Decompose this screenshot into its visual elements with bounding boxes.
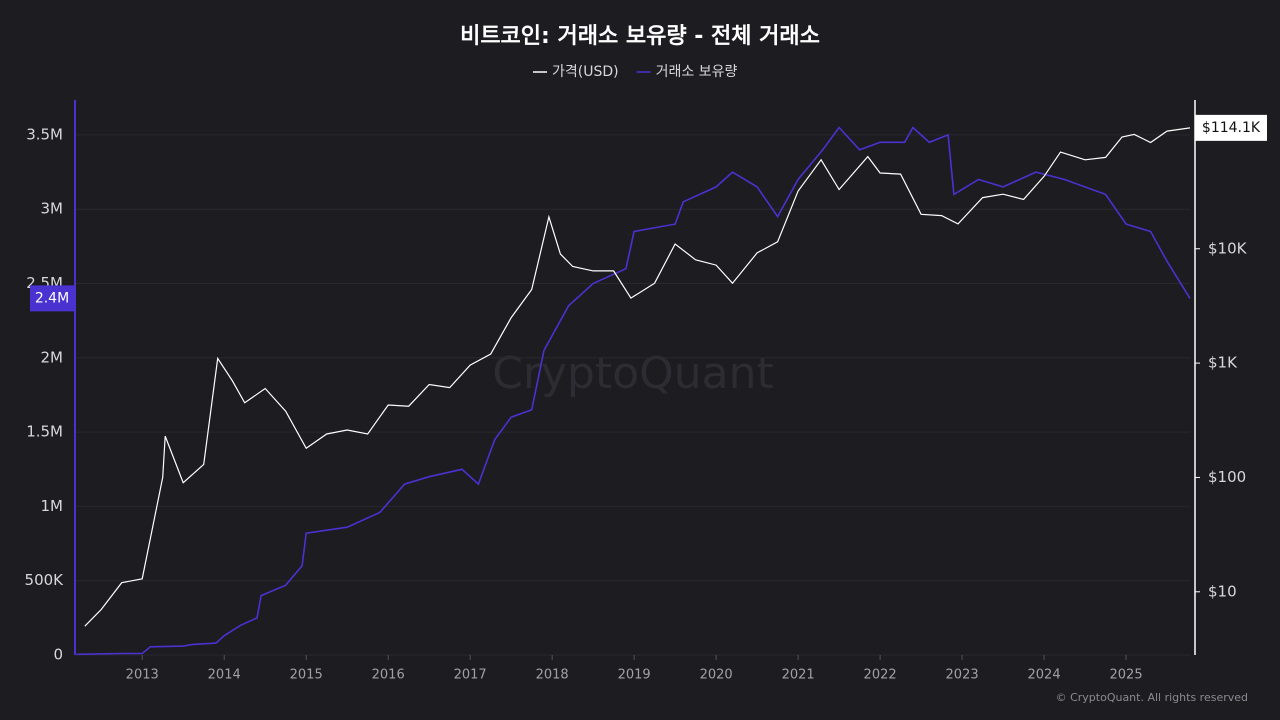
series-line [76,126,1191,656]
legend-label: 거래소 보유량 [656,64,738,80]
x-tick-label: 2024 [1028,668,1061,683]
x-tick-label: 2017 [454,668,487,683]
y-tick-label: 3M [41,200,64,218]
y-tick-label: 1M [41,497,64,515]
y-tick-label: 3.5M [26,125,63,143]
x-tick-label: 2014 [208,668,241,683]
x-tick-label: 2018 [536,668,569,683]
x-tick-label: 2019 [618,668,651,683]
watermark: CryptoQuant [492,348,774,399]
y-tick-label: 0 [53,646,63,664]
x-tick-label: 2020 [700,668,733,683]
x-tick-label: 2013 [126,668,159,683]
last-value-label: $114.1K [1202,120,1261,136]
y-tick-label: 500K [25,571,65,589]
y2-tick-label: $1K [1208,354,1238,372]
last-value-box [1195,114,1267,141]
x-tick-label: 2022 [864,668,897,683]
x-tick-label: 2025 [1110,668,1143,683]
x-tick-label: 2021 [782,668,815,683]
y2-tick-label: $10 [1208,582,1237,600]
x-tick-label: 2016 [372,668,405,683]
y-tick-label: 1.5M [26,423,63,441]
last-value-box [30,285,75,312]
x-tick-label: 2015 [290,668,323,683]
legend-label: 가격(USD) [552,64,619,80]
x-tick-label: 2023 [946,668,979,683]
chart-title: 비트코인: 거래소 보유량 - 전체 거래소 [460,24,820,49]
y2-tick-label: $10K [1208,239,1248,257]
y-tick-label: 2M [41,348,64,366]
last-value-label: 2.4M [35,290,69,306]
footer: © CryptoQuant. All rights reserved [1056,691,1248,704]
y2-tick-label: $100 [1208,468,1246,486]
series-line [84,127,1191,627]
